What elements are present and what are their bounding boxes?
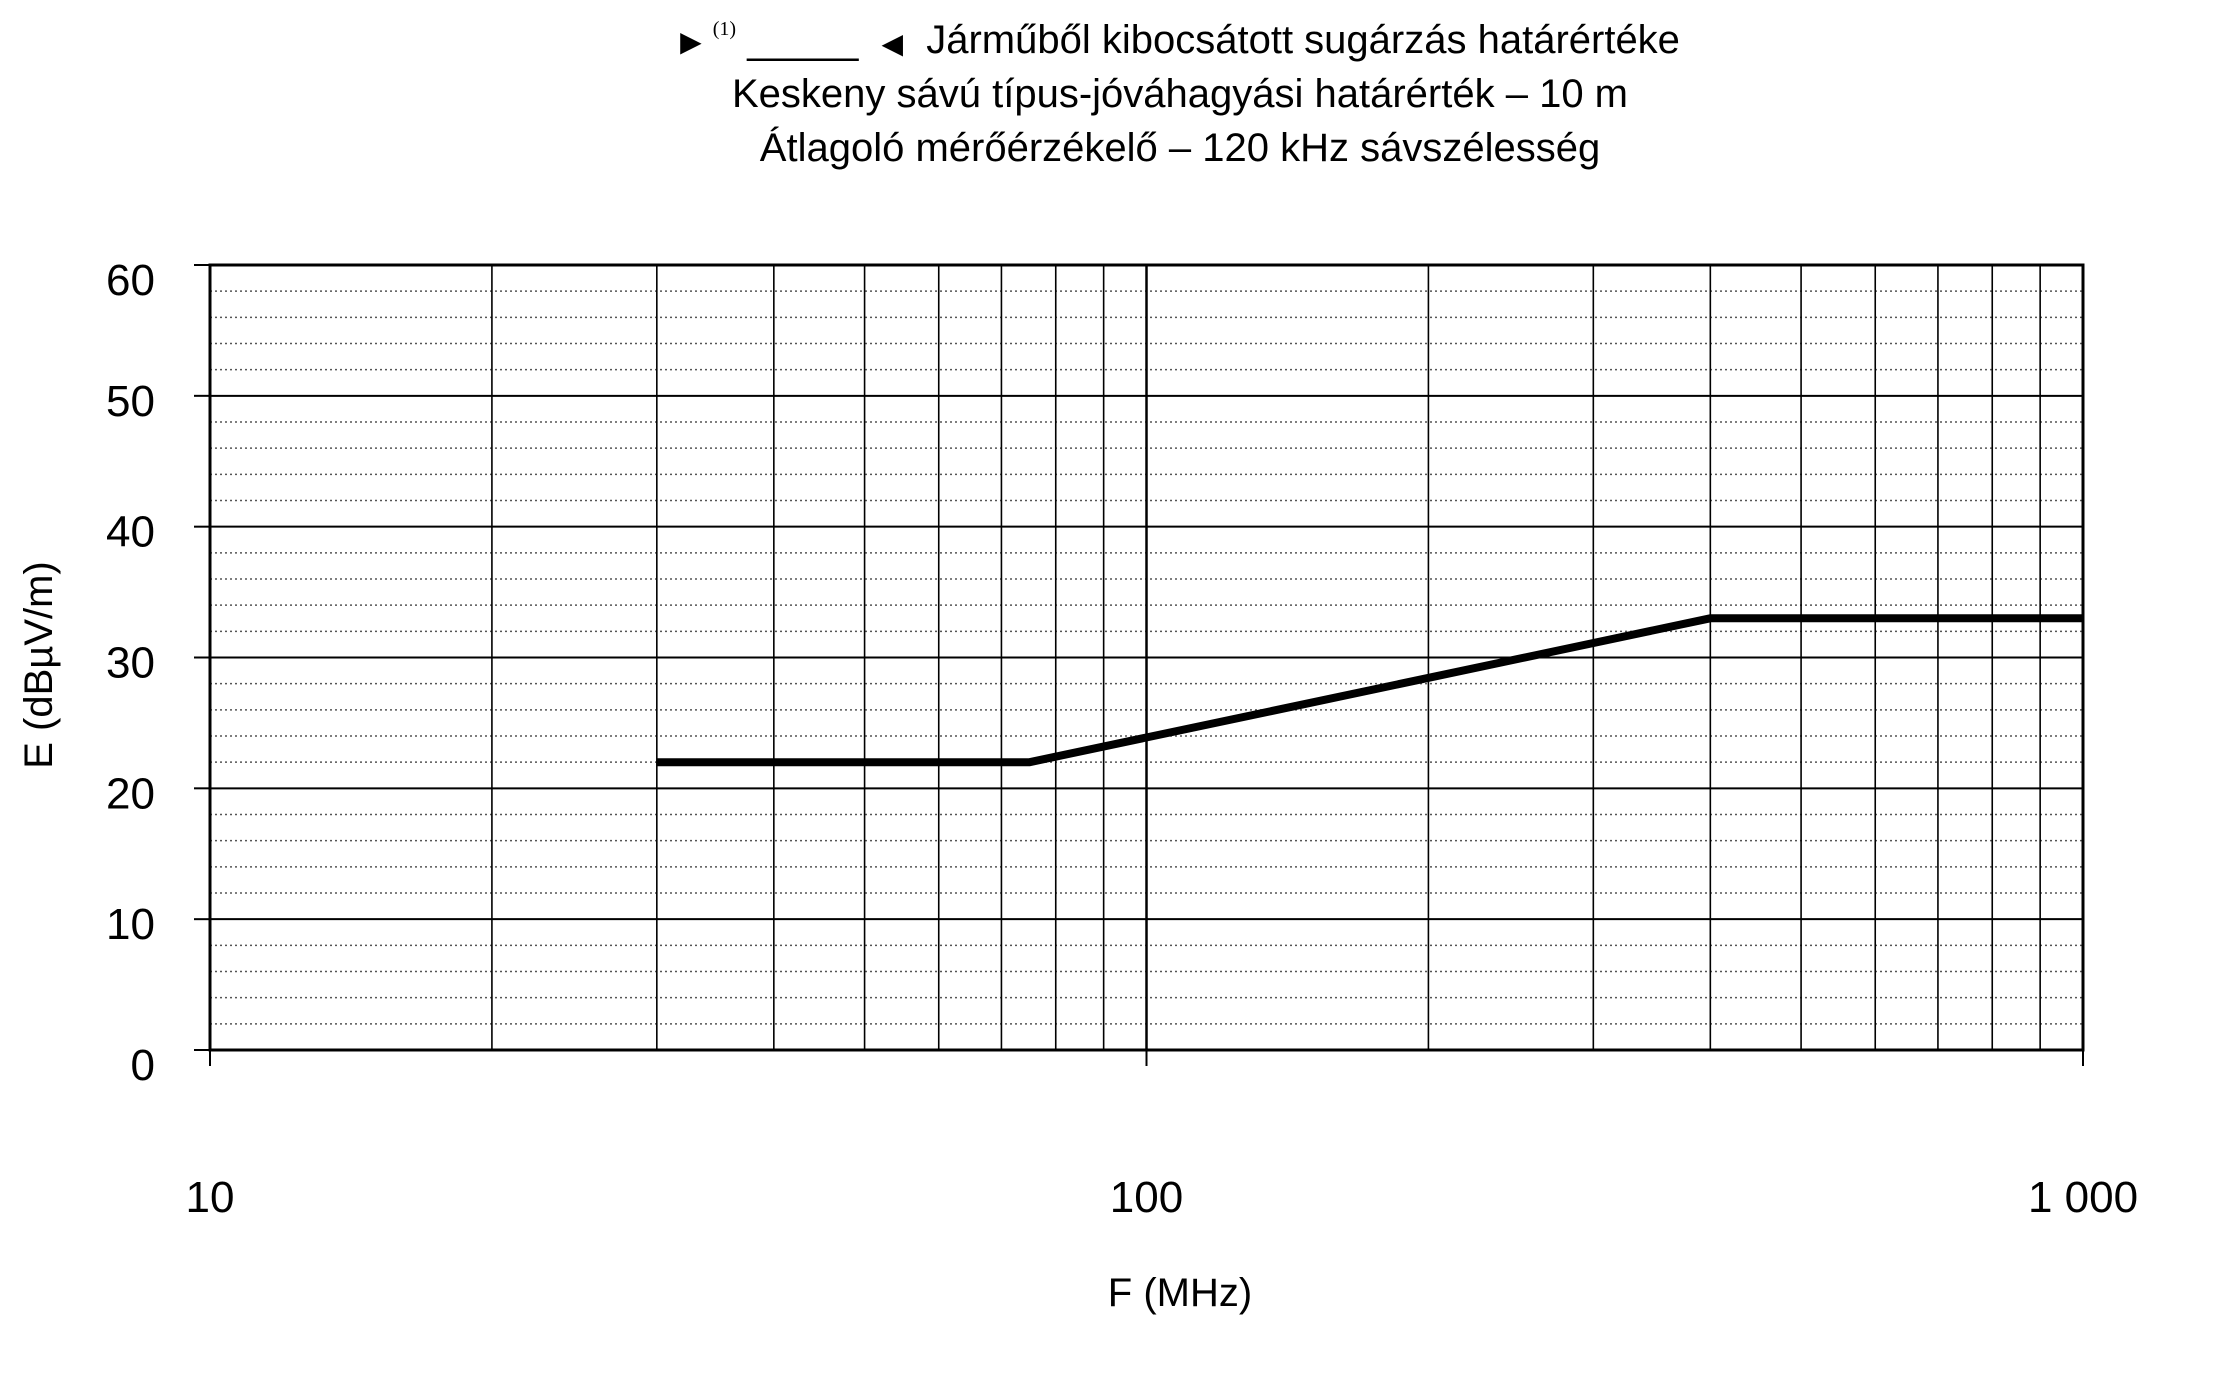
- title-footnote: (1): [713, 18, 736, 40]
- x-tick-label: 10: [186, 1173, 235, 1222]
- y-tick-labels: 0 10 20 30 40 50 60: [106, 256, 155, 1090]
- y-axis-label: E (dBµV/m): [17, 561, 61, 769]
- title-placeholder: _____: [746, 18, 859, 62]
- chart-title: ▶ (1) _____ ◀ Járműből kibocsátott sugár…: [680, 0, 1680, 170]
- y-tick-label: 30: [106, 639, 155, 688]
- x-tick-labels: 10 100 1 000: [186, 1173, 2139, 1222]
- title-prefix-marker: ▶: [680, 26, 702, 57]
- series-layer: [656, 614, 2083, 767]
- y-tick-label: 0: [131, 1041, 155, 1090]
- y-tick-label: 40: [106, 508, 155, 557]
- y-tick-label: 20: [106, 769, 155, 818]
- x-tick-label: 1 000: [2028, 1173, 2138, 1222]
- title-suffix-marker: ◀: [882, 28, 904, 59]
- title-text-1: Járműből kibocsátott sugárzás határérték…: [926, 18, 1680, 62]
- title-line-2: Keskeny sávú típus-jóváhagyási határérté…: [732, 72, 1628, 116]
- grid: [210, 264, 2083, 1051]
- title-line-1: ▶ (1) _____ ◀ Járműből kibocsátott sugár…: [680, 0, 1680, 62]
- x-axis-label: F (MHz): [1108, 1271, 1252, 1315]
- title-line-3: Átlagoló mérőérzékelő – 120 kHz sávszéle…: [760, 125, 1600, 170]
- y-tick-label: 10: [106, 900, 155, 949]
- limit-line-series: [656, 614, 2083, 767]
- x-tick-label: 100: [1110, 1173, 1183, 1222]
- y-tick-label: 60: [106, 256, 155, 305]
- plot-frame: [194, 263, 2085, 1066]
- y-tick-label: 50: [106, 377, 155, 426]
